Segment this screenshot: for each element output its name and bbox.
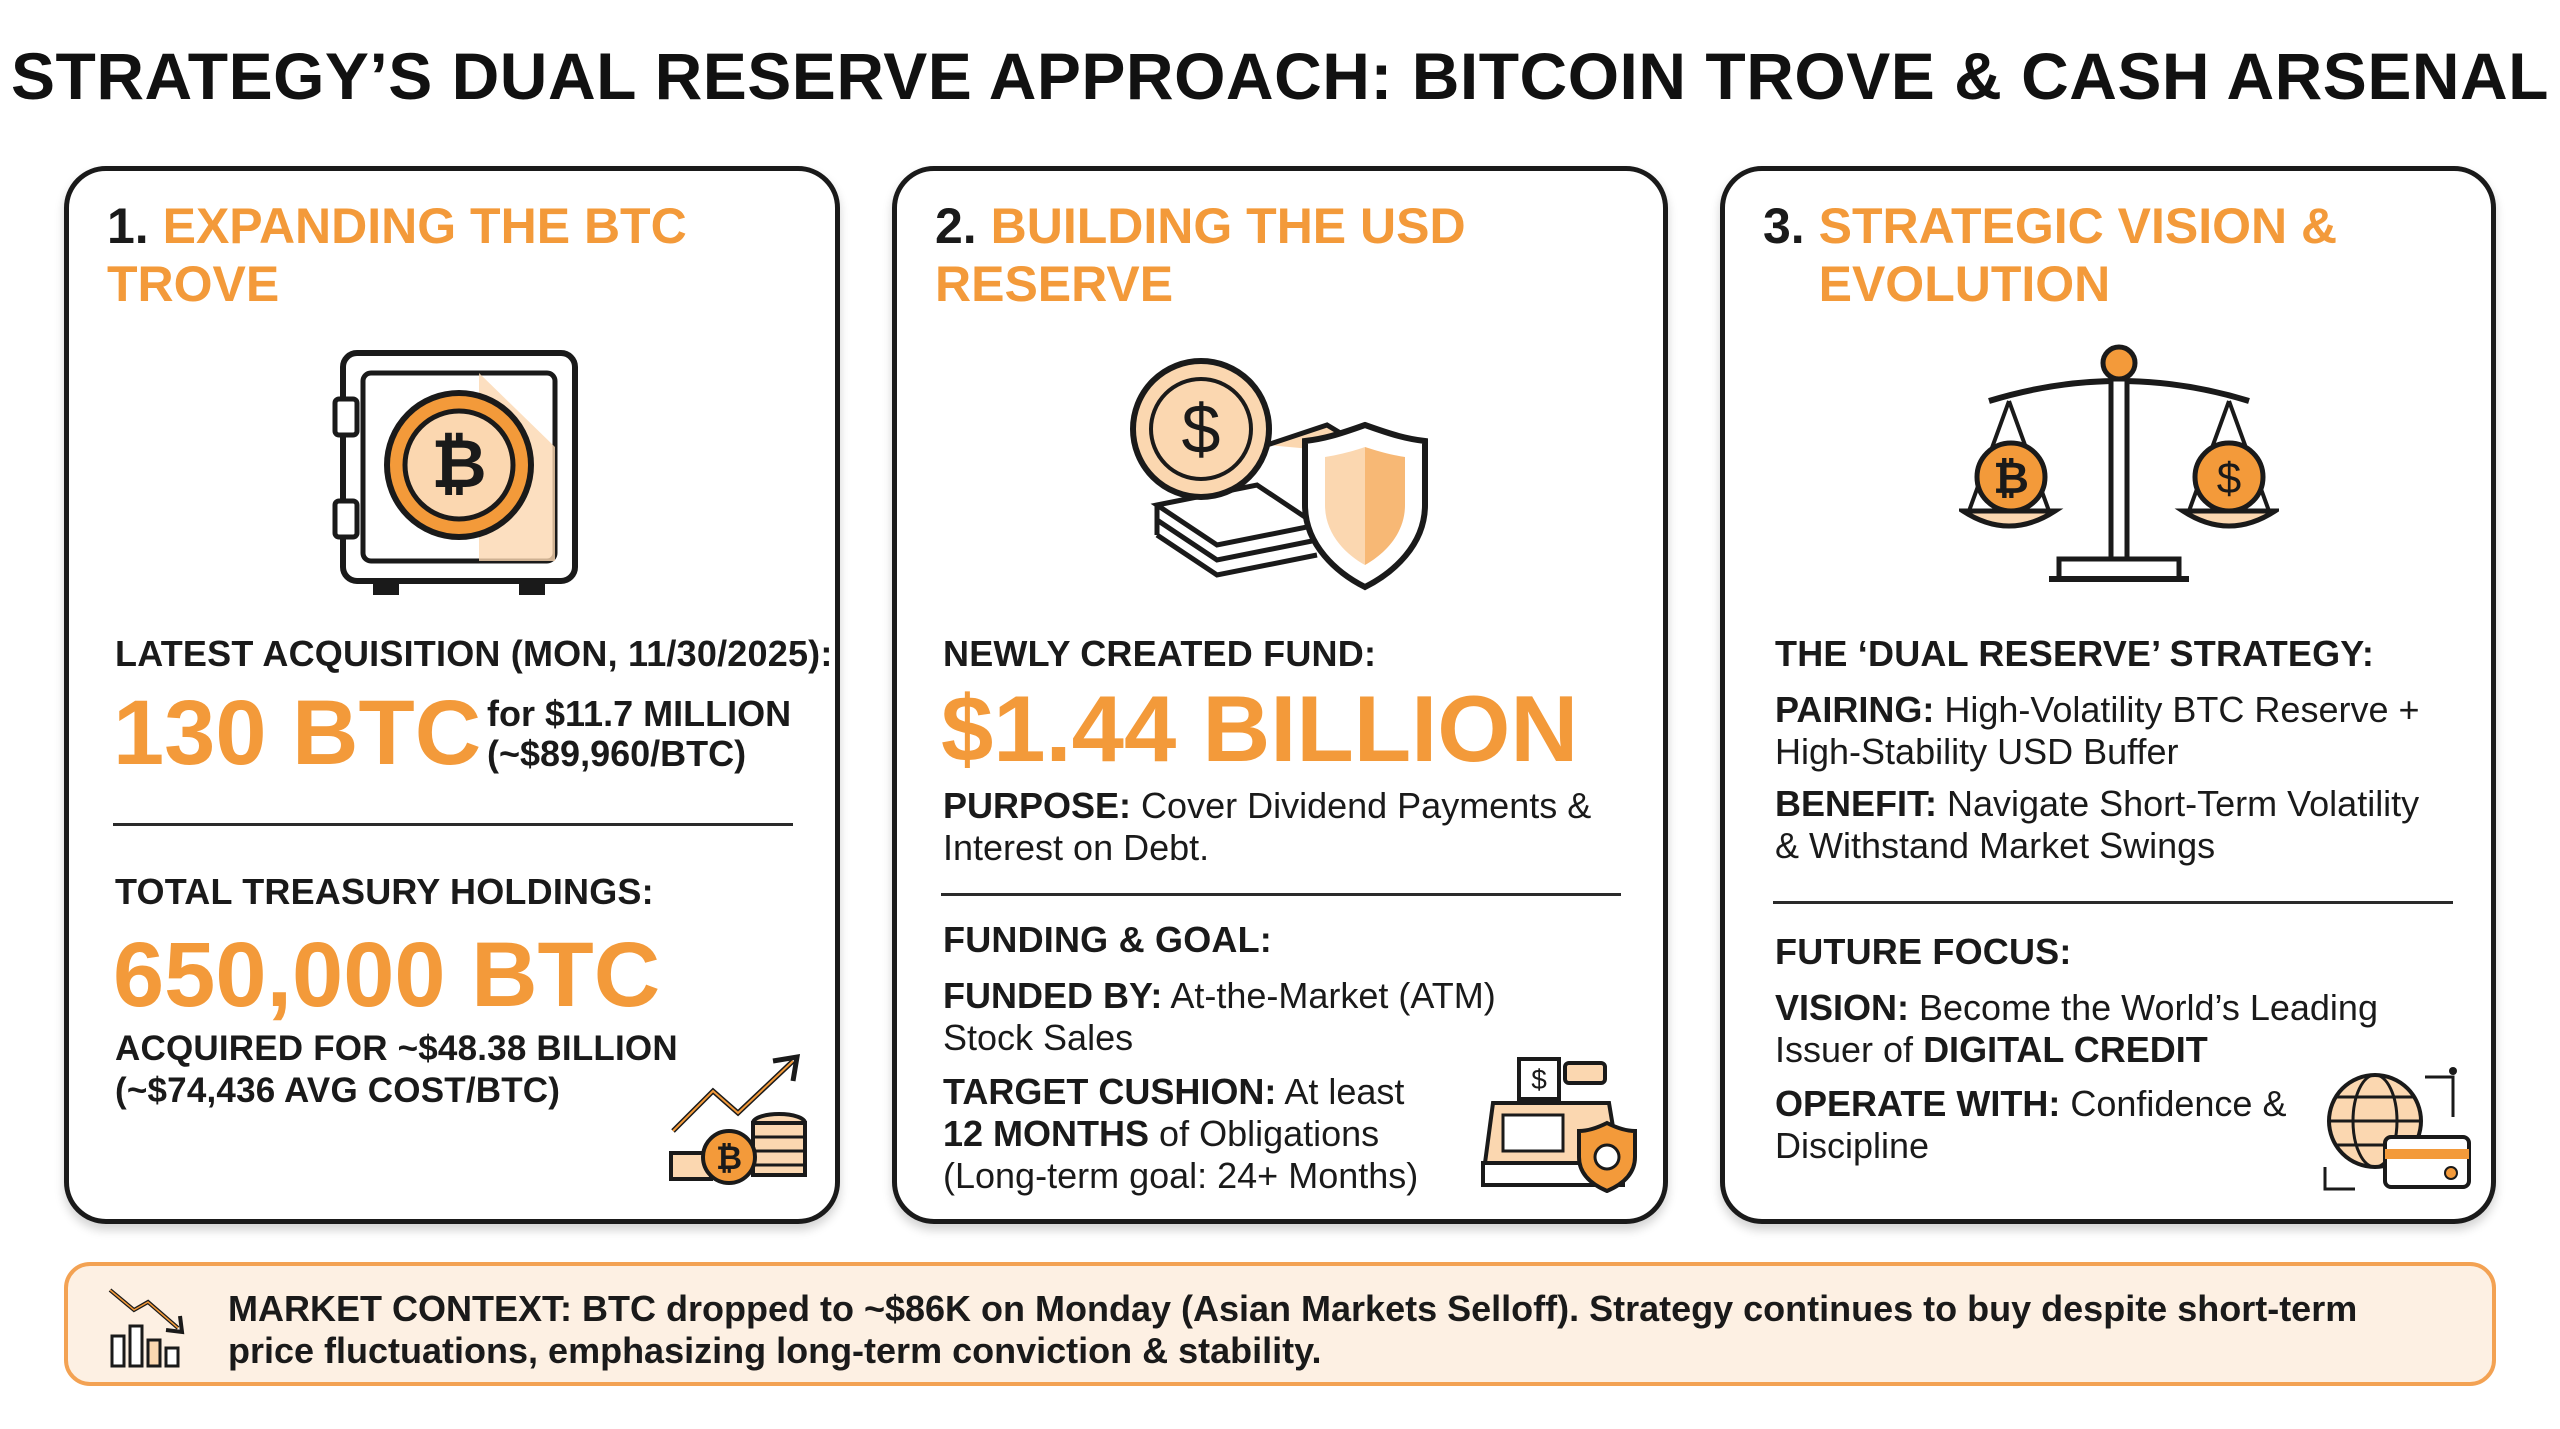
svg-text:$: $ — [2217, 454, 2241, 503]
svg-text:₿: ₿ — [1993, 454, 2029, 503]
target-cushion-text: TARGET CUSHION: At least 12 MONTHS of Ob… — [943, 1071, 1419, 1196]
benefit-text: BENEFIT: Navigate Short-Term Volatility … — [1775, 783, 2420, 866]
pairing-text: PAIRING: High-Volatility BTC Reserve + H… — [1775, 689, 2420, 772]
vision-text: VISION: Become the World’s Leading Issue… — [1775, 987, 2378, 1070]
globe-credit-card-icon — [2323, 1067, 2471, 1191]
total-holdings-label: TOTAL TREASURY HOLDINGS: — [115, 871, 654, 912]
market-context-banner: MARKET CONTEXT: BTC dropped to ~$86K on … — [64, 1262, 2496, 1386]
card-usd-reserve: 2. BUILDING THE USD RESERVE $ NEWLY CREA… — [892, 166, 1668, 1224]
fund-value: $1.44 BILLION — [941, 676, 1579, 781]
divider — [1773, 901, 2453, 904]
market-context-text: MARKET CONTEXT: BTC dropped to ~$86K on … — [228, 1288, 2358, 1371]
funding-goal-label: FUNDING & GOAL: — [943, 919, 1272, 960]
average-cost: (~$74,436 AVG COST/BTC) — [115, 1071, 561, 1110]
svg-text:₿: ₿ — [431, 426, 486, 502]
page-title: STRATEGY’S DUAL RESERVE APPROACH: BITCOI… — [10, 39, 2549, 113]
fund-label: NEWLY CREATED FUND: — [943, 633, 1377, 674]
card-btc-trove: 1. EXPANDING THE BTC TROVE ₿ LATEST ACQU… — [64, 166, 840, 1224]
acquisition-price: for $11.7 MILLION — [487, 693, 792, 734]
svg-text:$: $ — [1182, 390, 1221, 468]
growth-coins-icon: ₿ — [669, 1053, 807, 1185]
purpose-text: PURPOSE: Cover Dividend Payments & Inter… — [943, 785, 1592, 868]
total-holdings-value: 650,000 BTC — [113, 924, 661, 1026]
funded-by-text: FUNDED BY: At-the-Market (ATM) Stock Sal… — [943, 975, 1496, 1058]
balance-scale-icon: ₿ $ — [1959, 344, 2279, 582]
divider — [113, 823, 793, 826]
acquisition-unit-price: (~$89,960/BTC) — [487, 733, 747, 774]
total-cost: ACQUIRED FOR ~$48.38 BILLION — [115, 1029, 678, 1068]
future-focus-label: FUTURE FOCUS: — [1775, 931, 2072, 972]
operate-text: OPERATE WITH: Confidence & Discipline — [1775, 1083, 2287, 1166]
acquisition-value: 130 BTC — [113, 682, 482, 784]
dollar-cash-shield-icon: $ — [1130, 358, 1428, 591]
svg-text:₿: ₿ — [716, 1140, 742, 1176]
acquisition-label: LATEST ACQUISITION (MON, 11/30/2025): — [115, 633, 833, 674]
strategy-label: THE ‘DUAL RESERVE’ STRATEGY: — [1775, 633, 2375, 674]
bitcoin-safe-icon: ₿ — [332, 350, 578, 595]
cash-register-shield-icon: $ — [1481, 1057, 1637, 1193]
divider — [941, 893, 1621, 896]
card-strategic-vision: 3. STRATEGIC VISION & EVOLUTION ₿ $ THE ‘… — [1720, 166, 2496, 1224]
card-heading: 1. EXPANDING THE BTC TROVE — [107, 198, 687, 312]
card-heading: 3. STRATEGIC VISION & EVOLUTION — [1763, 198, 2338, 312]
svg-text:$: $ — [1531, 1064, 1547, 1095]
card-heading: 2. BUILDING THE USD RESERVE — [935, 198, 1466, 312]
falling-chart-icon — [108, 1288, 185, 1368]
